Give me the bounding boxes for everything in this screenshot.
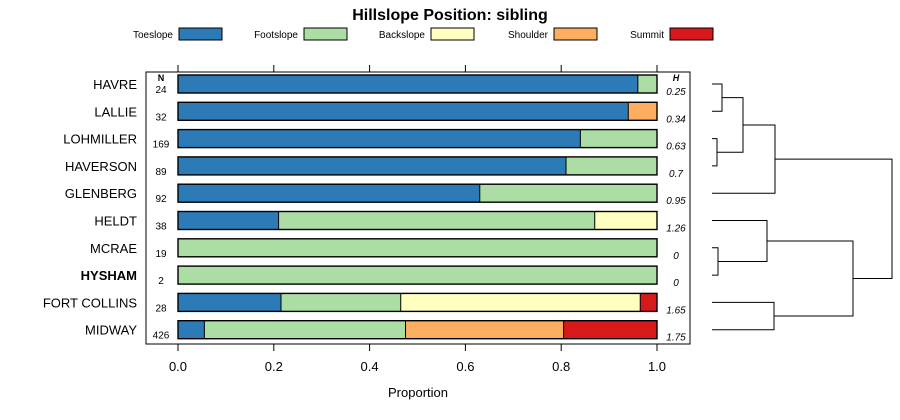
bar-segment-lallie-shoulder <box>628 102 657 121</box>
h-value-lallie: 0.34 <box>666 114 686 125</box>
bar-segment-glenberg-toeslope <box>178 184 480 203</box>
legend-label-backslope: Backslope <box>379 30 426 41</box>
row-label-heldt: HELDT <box>94 214 137 229</box>
row-label-havre: HAVRE <box>93 77 137 92</box>
legend-label-footslope: Footslope <box>254 30 298 41</box>
n-value-heldt: 38 <box>155 222 167 233</box>
legend-swatch-shoulder <box>553 27 598 41</box>
bar-outline-heldt <box>177 210 658 231</box>
h-value-mcrae: 0 <box>673 251 679 262</box>
x-tick-label: 1.0 <box>648 359 666 374</box>
dendrogram-branch <box>712 138 718 167</box>
h-value-heldt: 1.26 <box>666 224 686 235</box>
legend-swatch-footslope <box>303 27 348 41</box>
n-value-havre: 24 <box>155 85 167 96</box>
row-label-lohmiller: LOHMILLER <box>63 132 137 147</box>
dendrogram-branch <box>767 240 854 317</box>
bar-segment-heldt-footslope <box>278 211 595 230</box>
legend-swatch-summit <box>669 27 714 41</box>
bar-outline-lallie <box>177 101 658 122</box>
n-value-midway: 426 <box>153 331 170 342</box>
row-label-lallie: LALLIE <box>94 104 137 119</box>
legend-label-toeslope: Toeslope <box>133 30 173 41</box>
dendrogram-branch <box>712 83 723 112</box>
bar-segment-fort-collins-summit <box>640 293 657 312</box>
bar-outline-fort-collins <box>177 292 658 313</box>
x-tick-label: 0.0 <box>169 359 187 374</box>
n-header: N <box>158 73 165 83</box>
bar-segment-hysham-footslope <box>178 266 657 285</box>
row-label-fort-collins: FORT COLLINS <box>43 295 137 310</box>
bar-segment-fort-collins-backslope <box>400 293 641 312</box>
bar-outline-hysham <box>177 265 658 285</box>
x-tick-label: 0.2 <box>265 359 283 374</box>
h-value-fort-collins: 1.65 <box>666 305 686 316</box>
bar-outline-lohmiller <box>177 128 658 149</box>
h-value-midway: 1.75 <box>666 333 686 344</box>
chart-title: Hillslope Position: sibling <box>352 7 548 24</box>
bar-segment-fort-collins-footslope <box>280 293 401 312</box>
legend-label-summit: Summit <box>630 30 664 41</box>
row-label-glenberg: GLENBERG <box>65 186 137 201</box>
x-tick-label: 0.6 <box>456 359 474 374</box>
row-label-mcrae: MCRAE <box>90 241 137 256</box>
x-axis: 0.0 0.2 0.4 0.6 0.8 1.0 <box>169 65 666 374</box>
n-value-glenberg: 92 <box>155 194 167 205</box>
legend-swatch-toeslope <box>178 27 223 41</box>
n-value-lallie: 32 <box>155 112 167 123</box>
n-value-lohmiller: 169 <box>153 140 170 151</box>
bar-outline-glenberg <box>177 183 658 203</box>
bar-segment-haverson-toeslope <box>178 156 566 175</box>
bar-segment-mcrae-footslope <box>178 238 657 257</box>
bar-outline-mcrae <box>177 238 658 258</box>
bar-segment-lohmiller-footslope <box>580 129 657 148</box>
x-axis-label: Proportion <box>388 385 448 400</box>
legend-label-shoulder: Shoulder <box>508 30 549 41</box>
n-value-mcrae: 19 <box>155 249 167 260</box>
bar-segment-havre-toeslope <box>178 75 638 93</box>
dendrogram-branch <box>712 301 775 331</box>
legend: Toeslope Footslope Backslope Shoulder Summit <box>133 27 714 41</box>
h-value-lohmiller: 0.63 <box>666 142 686 153</box>
h-value-havre: 0.25 <box>666 87 686 98</box>
x-tick-label: 0.8 <box>552 359 570 374</box>
h-header: H <box>673 73 680 83</box>
bar-segment-midway-shoulder <box>405 320 564 339</box>
dendrogram <box>712 83 893 331</box>
bar-outline-midway <box>177 320 658 340</box>
dendrogram-branch <box>712 220 768 262</box>
bar-segment-heldt-backslope <box>594 211 657 230</box>
bar-segment-fort-collins-toeslope <box>178 293 281 312</box>
n-value-hysham: 2 <box>158 276 164 287</box>
bar-segment-midway-summit <box>563 320 657 339</box>
bar-segment-glenberg-footslope <box>479 184 657 203</box>
bar-outline-haverson <box>177 156 658 176</box>
bar-outline-havre <box>177 74 658 94</box>
dendrogram-branch <box>775 158 893 280</box>
h-value-hysham: 0 <box>673 278 679 289</box>
bar-segment-haverson-footslope <box>565 156 657 175</box>
x-tick-label: 0.4 <box>361 359 379 374</box>
row-label-haverson: HAVERSON <box>65 159 137 174</box>
bar-segment-heldt-toeslope <box>178 211 279 230</box>
bar-segment-midway-toeslope <box>178 320 205 339</box>
row-label-hysham: HYSHAM <box>81 268 137 283</box>
chart-rows: HAVRE 24 0.25 LALLIE 32 0.34 LOHMILLER 169 0.63 H… <box>43 74 686 344</box>
legend-swatch-backslope <box>430 27 475 41</box>
n-value-haverson: 89 <box>155 167 167 178</box>
bar-segment-lallie-toeslope <box>178 102 629 121</box>
bar-segment-havre-footslope <box>637 75 657 93</box>
dendrogram-branch <box>717 97 744 153</box>
row-label-midway: MIDWAY <box>85 323 137 338</box>
n-value-fort-collins: 28 <box>155 303 167 314</box>
h-value-glenberg: 0.95 <box>666 196 686 207</box>
bar-segment-lohmiller-toeslope <box>178 129 581 148</box>
plot-frame <box>145 71 691 345</box>
dendrogram-branch <box>712 247 719 276</box>
h-value-haverson: 0.7 <box>669 169 683 180</box>
bar-segment-midway-footslope <box>204 320 406 339</box>
